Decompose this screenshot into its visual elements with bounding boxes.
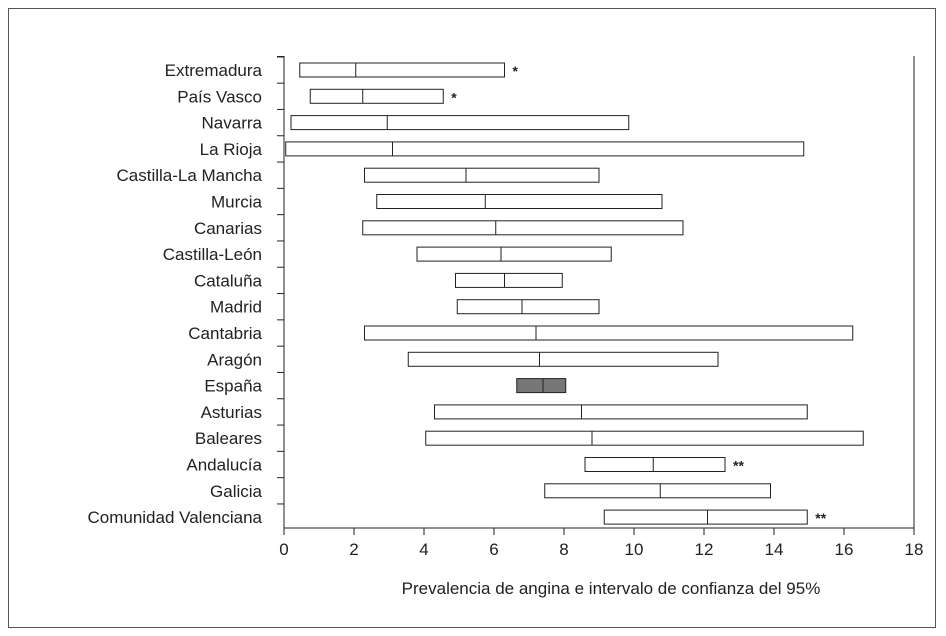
ci-box-13 — [434, 404, 808, 420]
plot-area: 0 2 4 6 8 10 12 14 16 18 Extremadura * País Vasco * Na… — [87, 56, 923, 559]
ci-box-6 — [362, 220, 684, 236]
ci-box-1 — [309, 88, 444, 104]
ci-box-2 — [290, 115, 630, 131]
x-tick-label-8: 16 — [835, 540, 854, 559]
category-label-13: Asturias — [201, 403, 262, 422]
category-label-5: Murcia — [211, 193, 263, 212]
category-label-12: España — [204, 377, 262, 396]
ci-box-8 — [455, 272, 563, 288]
x-axis-label: Prevalencia de angina e intervalo de con… — [402, 579, 821, 598]
ci-box-11 — [407, 351, 719, 367]
ci-box-17 — [603, 509, 808, 525]
category-label-0: Extremadura — [165, 61, 263, 80]
ci-box-10 — [364, 325, 854, 341]
ci-box-16 — [544, 483, 771, 499]
x-tick-label-1: 2 — [349, 540, 358, 559]
category-label-9: Madrid — [210, 298, 262, 317]
category-label-7: Castilla-León — [163, 245, 262, 264]
x-tick-label-3: 6 — [489, 540, 498, 559]
category-label-3: La Rioja — [200, 140, 263, 159]
category-label-1: País Vasco — [177, 87, 262, 106]
ci-box-7 — [416, 246, 612, 262]
x-tick-label-4: 8 — [559, 540, 568, 559]
x-tick-label-6: 12 — [695, 540, 714, 559]
x-tick-label-2: 4 — [419, 540, 428, 559]
ci-box-9 — [456, 299, 600, 315]
x-tick-label-9: 18 — [905, 540, 924, 559]
category-label-10: Cantabria — [188, 324, 262, 343]
ci-box-3 — [285, 141, 805, 157]
category-label-14: Baleares — [195, 429, 262, 448]
annotation-15: ** — [733, 458, 744, 474]
ci-box-5 — [376, 194, 663, 209]
category-label-2: Navarra — [202, 114, 263, 133]
x-tick-label-7: 14 — [765, 540, 784, 559]
annotation-1: * — [451, 89, 457, 105]
category-label-16: Galicia — [210, 482, 263, 501]
ci-box-0 — [299, 62, 505, 78]
category-label-17: Comunidad Valenciana — [87, 508, 262, 527]
x-tick-label-0: 0 — [279, 540, 288, 559]
category-label-4: Castilla-La Mancha — [116, 166, 262, 185]
annotation-17: ** — [815, 510, 826, 526]
annotation-0: * — [513, 63, 519, 79]
category-label-11: Aragón — [207, 350, 262, 369]
chart-frame — [8, 8, 936, 628]
x-tick-label-5: 10 — [625, 540, 644, 559]
ci-box-4 — [364, 167, 600, 183]
category-label-15: Andalucía — [186, 456, 262, 475]
ci-box-14 — [425, 430, 864, 446]
ci-box-12 — [516, 378, 567, 394]
category-label-8: Cataluña — [194, 271, 263, 290]
category-label-6: Canarias — [194, 219, 262, 238]
ci-box-15 — [584, 457, 726, 472]
